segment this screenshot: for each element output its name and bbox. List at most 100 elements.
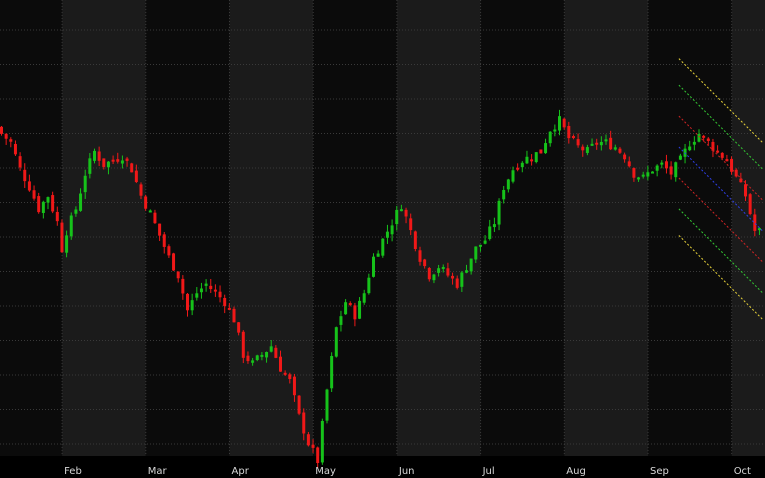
candle-body <box>585 147 589 153</box>
candle-body <box>195 293 199 298</box>
candle-body <box>65 235 69 253</box>
candle-body <box>697 134 701 142</box>
candle-body <box>678 155 682 160</box>
candle-body <box>9 139 13 142</box>
candle-body <box>753 214 757 231</box>
candle-body <box>362 293 366 303</box>
candle-body <box>41 201 45 214</box>
candle-body <box>144 196 148 209</box>
candle-body <box>13 143 17 155</box>
candle-body <box>265 351 269 358</box>
candle-body <box>664 161 668 169</box>
candle-body <box>209 285 213 290</box>
candle-body <box>390 225 394 235</box>
candle-body <box>232 308 236 323</box>
candle-body <box>32 190 36 199</box>
candle-body <box>553 129 557 132</box>
candle-body <box>372 256 375 277</box>
candle-body <box>623 154 627 160</box>
candle-body <box>237 322 241 333</box>
candle-body <box>660 162 664 165</box>
month-band <box>0 0 63 456</box>
candle-body <box>632 168 636 178</box>
x-tick-label: Feb <box>64 466 82 477</box>
candle-body <box>692 141 696 145</box>
x-tick-label: May <box>315 466 336 477</box>
candle-body <box>432 274 436 281</box>
candle-body <box>288 374 292 380</box>
candle-body <box>302 412 306 434</box>
x-tick-label: Sep <box>650 466 669 477</box>
candle-body <box>186 293 189 311</box>
candle-body <box>418 250 422 262</box>
candle-body <box>748 194 752 215</box>
candle-body <box>116 159 120 162</box>
candle-body <box>502 190 506 200</box>
candle-body <box>581 146 585 151</box>
candle-body <box>325 389 329 421</box>
candle-body <box>544 143 548 154</box>
candle-body <box>274 347 278 358</box>
candle-body <box>702 135 706 138</box>
candle-body <box>190 300 194 311</box>
candle-body <box>358 300 362 319</box>
candle-body <box>413 231 417 249</box>
candle-body <box>139 184 143 196</box>
candle-body <box>730 158 734 172</box>
candle-body <box>283 372 287 375</box>
candle-body <box>93 150 96 161</box>
candle-body <box>339 316 343 325</box>
candle-body <box>269 346 273 352</box>
candle-body <box>106 161 110 168</box>
candle-body <box>688 146 692 151</box>
candle-body <box>102 158 106 167</box>
candle-body <box>88 158 92 174</box>
candle-body <box>353 305 357 320</box>
candle-body <box>497 200 501 225</box>
x-axis: Feb Mar Apr May Jun Jul Aug Sep Oct <box>64 466 751 477</box>
month-band <box>62 0 146 456</box>
candle-body <box>437 268 441 273</box>
candle-body <box>223 297 227 307</box>
candle-body <box>320 420 324 463</box>
candle-body <box>404 209 408 217</box>
candle-body <box>474 246 478 260</box>
candle-body <box>525 156 529 164</box>
month-band <box>229 0 314 456</box>
candle-body <box>334 327 338 357</box>
candle-body <box>506 179 510 190</box>
x-tick-label: Jul <box>482 466 495 477</box>
x-tick-label: Aug <box>566 466 586 477</box>
candle-body <box>181 278 185 294</box>
candle-body <box>381 238 385 256</box>
candle-body <box>134 170 138 183</box>
candle-body <box>725 159 729 162</box>
candle-body <box>739 178 743 183</box>
candle-body <box>218 291 222 298</box>
candle-body <box>720 152 724 158</box>
candles <box>0 109 761 469</box>
candle-body <box>255 355 259 361</box>
candle-body <box>548 131 552 144</box>
candle-body <box>176 271 180 279</box>
candle-body <box>46 197 50 203</box>
candle-body <box>23 169 27 182</box>
candle-body <box>558 116 561 131</box>
candle-body <box>311 444 315 448</box>
candle-body <box>367 277 371 294</box>
candle-body <box>18 156 22 168</box>
candle-body <box>37 196 41 213</box>
candle-body <box>297 395 301 414</box>
month-band <box>313 0 397 456</box>
candle-body <box>757 228 761 231</box>
candle-body <box>213 289 217 292</box>
candle-body <box>599 142 603 146</box>
candle-body <box>618 148 622 153</box>
candle-body <box>395 209 399 225</box>
candle-body <box>604 139 608 142</box>
candle-body <box>455 278 459 288</box>
candle-body <box>478 244 482 247</box>
candle-body <box>130 163 134 173</box>
candle-body <box>488 226 492 239</box>
